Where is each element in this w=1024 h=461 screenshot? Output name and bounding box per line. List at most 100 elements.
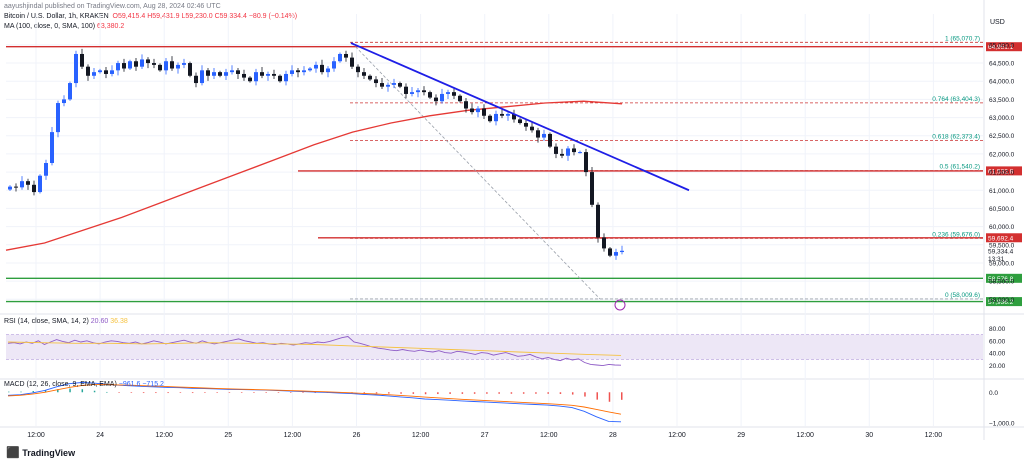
candle-body	[440, 93, 444, 102]
macd-histogram-bar	[106, 391, 108, 393]
macd-histogram-bar	[363, 392, 366, 394]
event-marker-icon	[614, 299, 626, 311]
macd-histogram-bar	[167, 392, 169, 394]
tradingview-logo[interactable]: ⬛ TradingView	[6, 447, 76, 459]
candle-body	[20, 181, 24, 188]
macd-histogram-bar	[510, 392, 513, 394]
candle-body	[332, 61, 336, 69]
x-tick-label: 26	[353, 432, 361, 439]
level-price-label: 59,692.4	[988, 235, 1014, 242]
candle-body	[134, 61, 138, 67]
level-price-tag	[986, 166, 1022, 176]
y-tick-label: 62,500.0	[989, 133, 1015, 140]
y-tick-label: 60,500.0	[989, 206, 1015, 213]
macd-histogram-bar	[559, 392, 562, 394]
candle-body	[566, 148, 570, 156]
candle-body	[326, 68, 330, 73]
candle-body	[272, 73, 276, 76]
candle-body	[404, 86, 408, 94]
symbol-title: Bitcoin / U.S. Dollar, 1h, KRAKEN	[4, 13, 109, 20]
x-tick-label: 29	[737, 432, 745, 439]
macd-histogram-bar	[191, 392, 194, 394]
y-tick-label: 58,500.0	[989, 279, 1015, 286]
candle-body	[140, 59, 144, 67]
candle-body	[194, 75, 198, 84]
macd-histogram-bar	[498, 392, 500, 394]
y-tick-label: 59,500.0	[989, 242, 1015, 249]
candle-body	[554, 146, 558, 154]
rsi-band	[6, 334, 983, 360]
macd-legend-label: MACD (12, 26, close, 9, EMA, EMA)	[4, 381, 117, 388]
candle-body	[164, 61, 168, 71]
rsi-legend[interactable]: RSI (14, close, SMA, 14, 2) 20.60 36.38	[4, 318, 128, 325]
candle-body	[206, 70, 210, 76]
macd-histogram-bar	[571, 392, 574, 395]
fib-level-label: 0.618 (62,373.4)	[932, 133, 980, 140]
candle-body	[308, 68, 312, 71]
ma-legend-value: 63,380.2	[97, 23, 125, 30]
candle-body	[290, 70, 294, 74]
candle-body	[590, 172, 594, 205]
x-tick-label: 24	[96, 432, 104, 439]
candle-body	[254, 72, 258, 82]
macd-histogram-bar	[32, 391, 35, 393]
last-price-tag	[986, 246, 1022, 263]
x-tick-label: 12:00	[284, 432, 302, 439]
macd-histogram-bar	[608, 392, 611, 402]
last-price-label: 59,334.4	[988, 248, 1014, 255]
fib-level-label: 0.5 (61,540.2)	[940, 164, 980, 171]
open-value: O59,415.4	[112, 13, 146, 20]
ma-legend[interactable]: MA (100, close, 0, SMA, 100) 63,380.2	[4, 23, 124, 30]
candle-body	[158, 64, 162, 71]
candle-body	[410, 92, 414, 94]
candle-body	[362, 72, 366, 76]
candle-body	[542, 133, 546, 138]
candle-body	[506, 113, 510, 116]
macd-histogram-bar	[412, 392, 415, 394]
candle-body	[296, 70, 300, 73]
rsi-pane	[6, 334, 983, 367]
ma-line	[5, 100, 623, 251]
rsi-legend-value: 20.60	[90, 318, 109, 325]
candle-body	[458, 95, 462, 102]
macd-histogram-bar	[437, 392, 439, 395]
candle-body	[68, 83, 72, 100]
x-tick-label: 28	[609, 432, 617, 439]
ma-legend-label: MA (100, close, 0, SMA, 100)	[4, 23, 96, 30]
candle-body	[98, 70, 102, 73]
macd-histogram-bar	[424, 392, 427, 395]
candle-body	[260, 72, 264, 76]
candle-body	[62, 99, 66, 104]
candle-body	[218, 72, 222, 76]
macd-histogram-bar	[596, 392, 598, 400]
x-tick-label: 12:00	[925, 432, 943, 439]
macd-histogram-bar	[204, 392, 206, 393]
candle-body	[356, 66, 360, 73]
rsi-line	[7, 336, 622, 367]
low-value: L59,230.0	[181, 13, 213, 20]
candle-body	[242, 73, 246, 78]
candle-body	[560, 153, 564, 156]
candles	[8, 48, 624, 260]
macd-legend[interactable]: MACD (12, 26, close, 9, EMA, EMA) −961.6…	[4, 381, 164, 388]
x-tick-label: 12:00	[796, 432, 814, 439]
macd-histogram-bar	[277, 392, 280, 393]
macd-histogram-bar	[118, 392, 120, 393]
candle-body	[266, 73, 270, 76]
rsi-y-tick: 80.00	[989, 326, 1006, 333]
candle-body	[128, 61, 132, 69]
y-tick-label: 65,000.0	[989, 42, 1015, 49]
rsi-y-tick: 60.00	[989, 338, 1006, 345]
candle-body	[32, 184, 36, 193]
candle-body	[80, 53, 84, 67]
x-tick-label: 12:00	[155, 432, 173, 439]
symbol-legend[interactable]: Bitcoin / U.S. Dollar, 1h, KRAKEN O59,41…	[4, 13, 297, 20]
macd-y-tick: 0.0	[989, 390, 998, 397]
level-price-label: 64,951.1	[988, 44, 1014, 51]
candle-body	[314, 64, 318, 69]
candle-body	[398, 83, 402, 87]
macd-histogram-bar	[302, 392, 304, 393]
macd-histogram-bar	[535, 392, 537, 394]
candle-body	[248, 77, 252, 82]
